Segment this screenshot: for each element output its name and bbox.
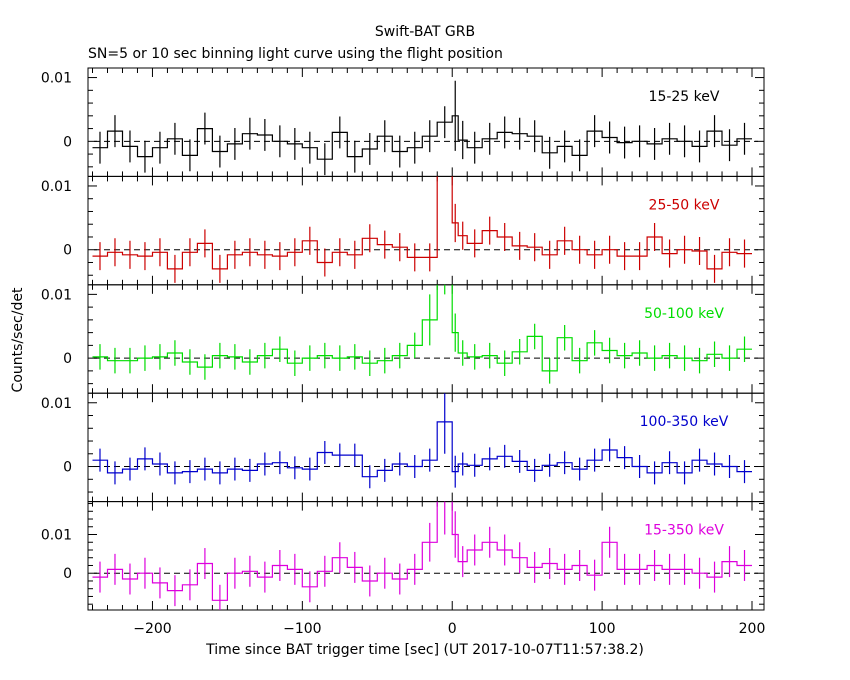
y-tick-label: 0 (63, 460, 72, 476)
panel-frame (87, 284, 765, 394)
chart-subtitle: SN=5 or 10 sec binning light curve using… (88, 46, 503, 62)
x-tick-label: −100 (283, 621, 321, 637)
y-tick-label: 0.01 (41, 287, 72, 303)
y-tick-label: 0.01 (41, 396, 72, 412)
band-label: 50-100 keV (644, 306, 724, 322)
y-tick-label: 0 (63, 351, 72, 367)
band-label: 25-50 keV (649, 197, 720, 213)
x-tick-label: −200 (133, 621, 171, 637)
panel-frame (87, 392, 765, 503)
x-tick-label: 0 (448, 621, 457, 637)
panel-15-350-kev: 0 0.01 15-350 keV −200 −100 0 100 200 (41, 501, 766, 637)
panel-100-350-kev: 0 0.01 100-350 keV (41, 392, 765, 503)
panel-frame (87, 501, 765, 611)
x-tick-label: 100 (589, 621, 616, 637)
y-tick-label: 0 (63, 566, 72, 582)
chart-title: Swift-BAT GRB (375, 24, 475, 40)
panel-15-25-kev: 0 0.01 15-25 keV (41, 67, 765, 177)
series-step-line (92, 501, 752, 601)
band-label: 100-350 keV (640, 414, 729, 430)
y-tick-label: 0.01 (41, 528, 72, 544)
panel-25-50-kev: 0 0.01 25-50 keV (41, 175, 765, 286)
y-axis-label: Counts/sec/det (10, 287, 26, 392)
y-tick-label: 0.01 (41, 179, 72, 195)
x-tick-label: 200 (739, 621, 766, 637)
panel-50-100-kev: 0 0.01 50-100 keV (41, 284, 765, 394)
panels-group: 0 0.01 15-25 keV 0 0.01 25-50 keV 0 0.01 50-100 … (41, 67, 766, 637)
band-label: 15-25 keV (649, 89, 720, 105)
band-label: 15-350 keV (644, 523, 724, 539)
y-tick-label: 0 (63, 243, 72, 259)
y-tick-label: 0.01 (41, 71, 72, 87)
series-step-line (92, 284, 752, 372)
y-tick-label: 0 (63, 134, 72, 150)
series-step-line (92, 115, 752, 160)
x-axis-label: Time since BAT trigger time [sec] (UT 20… (205, 642, 644, 658)
panel-frame (87, 175, 765, 286)
series-step-line (92, 421, 752, 478)
